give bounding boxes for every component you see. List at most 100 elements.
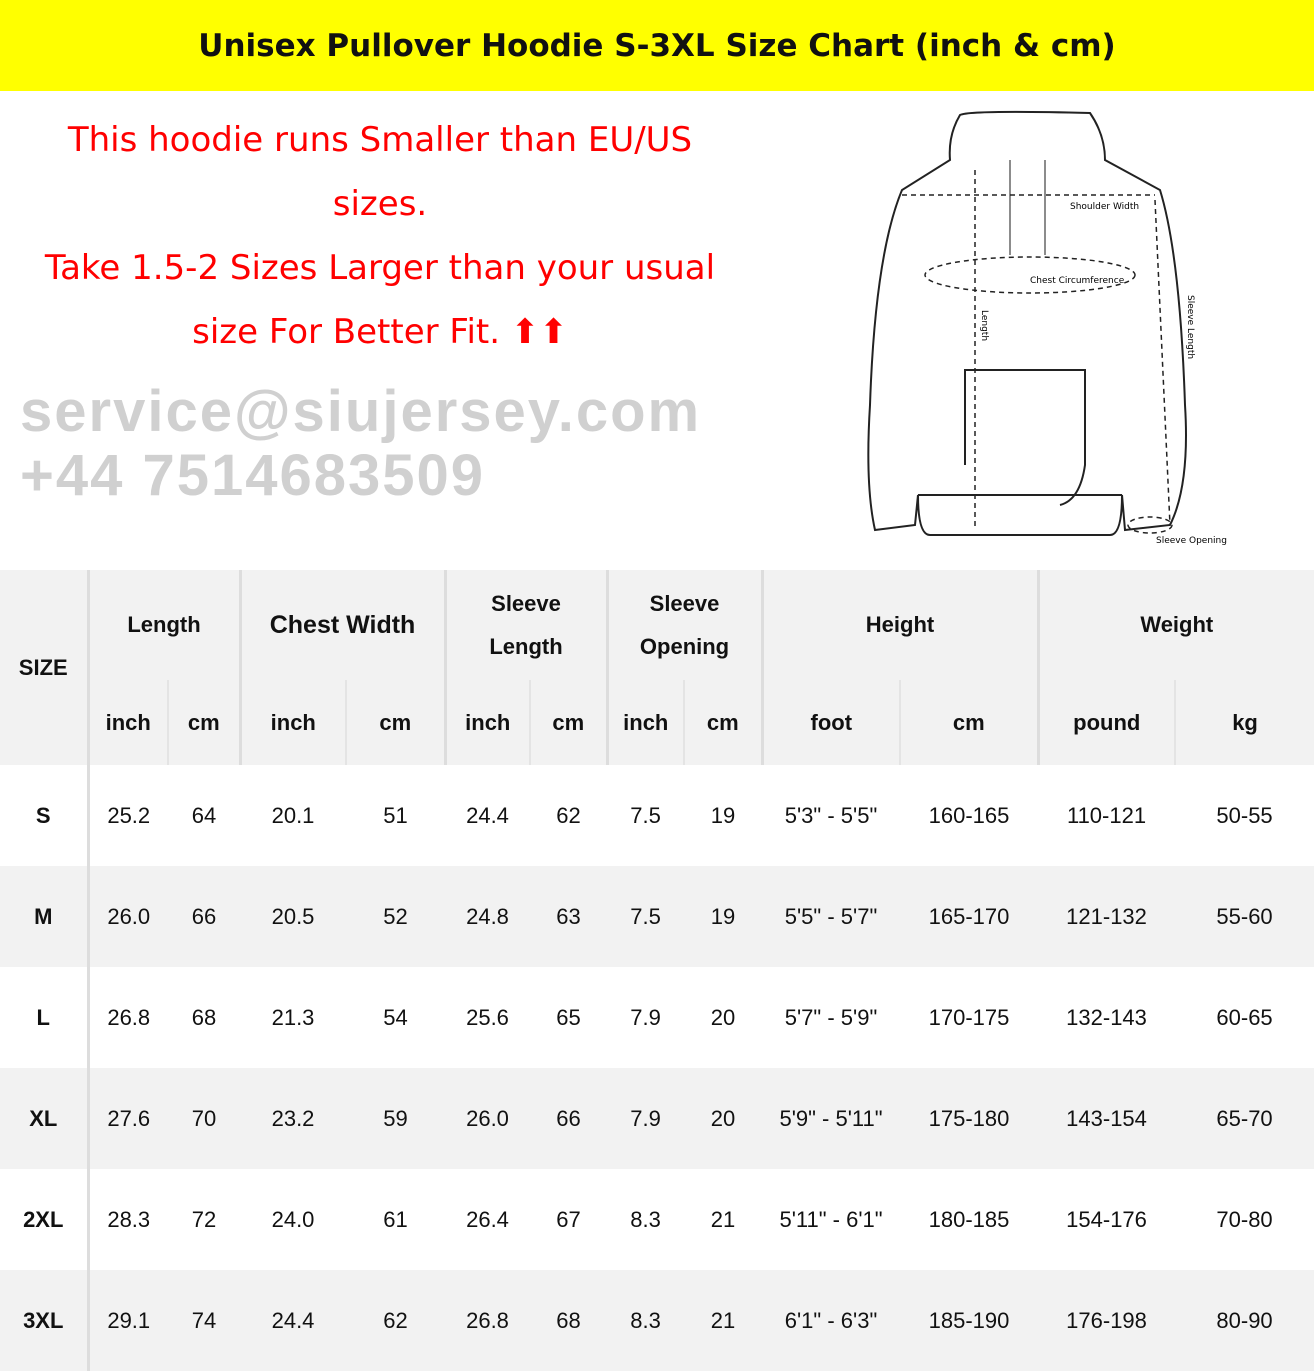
value-cell: 8.3 <box>630 1206 661 1232</box>
group-header: Length <box>86 570 241 680</box>
value-cell: 52 <box>346 866 446 967</box>
value-cell: 68 <box>530 1270 608 1371</box>
value-cell: 50-55 <box>1216 802 1273 828</box>
group-header: Weight <box>1036 570 1314 680</box>
value-cell: 51 <box>383 802 408 828</box>
value-cell: 60-65 <box>1216 1004 1273 1030</box>
unit-header: cm <box>899 680 1039 765</box>
value-cell: 24.4 <box>466 802 509 828</box>
value-cell: 180-185 <box>928 1206 1010 1232</box>
value-cell: 20.1 <box>271 802 315 828</box>
unit-header: pound <box>1036 680 1176 765</box>
value-cell: 62 <box>346 1270 446 1371</box>
value-cell: 110-121 <box>1066 802 1147 828</box>
value-cell: 7.9 <box>607 1068 685 1169</box>
value-cell: 160-165 <box>928 802 1010 828</box>
value-cell: 72 <box>191 1206 217 1232</box>
value-cell: 19 <box>710 802 736 828</box>
value-cell: 59 <box>346 1068 446 1169</box>
value-cell: 8.3 <box>607 1270 685 1371</box>
table-row: L 26.8 68 21.3 54 25.6 65 7.9 20 5'7" - 5'9" 170-1… <box>0 967 1314 1068</box>
value-cell: 55-60 <box>1175 866 1314 967</box>
value-cell: 24.0 <box>271 1206 315 1232</box>
value-cell: 25.2 <box>86 765 168 866</box>
value-cell: 175-180 <box>900 1068 1039 1169</box>
unit-header: inch <box>605 680 685 765</box>
label-length: Length <box>979 310 989 341</box>
value-cell: 66 <box>168 866 241 967</box>
size-header: SIZE <box>0 570 88 765</box>
value-cell: 64 <box>191 802 217 828</box>
value-cell: 67 <box>556 1206 581 1232</box>
value-cell: 66 <box>530 1068 608 1169</box>
value-cell: 26.8 <box>86 967 168 1068</box>
label-shoulder: Shoulder Width <box>1070 202 1139 212</box>
value-cell: 20 <box>684 1068 763 1169</box>
group-header: Height <box>760 570 1039 680</box>
value-cell: 132-143 <box>1066 1004 1147 1030</box>
value-cell: 23.2 <box>240 1068 347 1169</box>
note-line-2: Take 1.5-2 Sizes Larger than your usual … <box>44 248 716 352</box>
size-cell: 3XL <box>0 1270 88 1371</box>
unit-header: inch <box>86 680 168 765</box>
watermark: service@siujersey.com +44 7514683509 <box>20 379 702 508</box>
value-cell: 19 <box>684 866 763 967</box>
value-cell: 65 <box>556 1004 581 1030</box>
title-banner: Unisex Pullover Hoodie S-3XL Size Chart … <box>0 0 1314 91</box>
value-cell: 154-176 <box>1066 1206 1147 1232</box>
value-cell: 7.5 <box>630 802 661 828</box>
value-cell: 5'5" - 5'7" <box>762 866 901 967</box>
value-cell: 5'3" - 5'5" <box>784 802 878 828</box>
size-cell: 2XL <box>23 1206 64 1232</box>
unit-header: cm <box>529 680 608 765</box>
label-chest: Chest Circumference <box>1030 276 1125 286</box>
note-line-1: This hoodie runs Smaller than EU/US size… <box>67 120 693 224</box>
value-cell: 20.5 <box>240 866 347 967</box>
value-cell: 24.8 <box>445 866 531 967</box>
value-cell: 21 <box>684 1270 763 1371</box>
size-cell: M <box>0 866 88 967</box>
value-cell: 70 <box>168 1068 241 1169</box>
size-cell: L <box>36 1004 50 1030</box>
size-table: SIZE Length Chest Width Sleeve Length Sl… <box>0 570 1314 1371</box>
sizing-note: This hoodie runs Smaller than EU/US size… <box>0 108 760 364</box>
value-cell: 5'9" - 5'11" <box>762 1068 901 1169</box>
value-cell: 7.9 <box>630 1004 661 1030</box>
size-cell: S <box>35 802 51 828</box>
label-sleeve-length: Sleeve Length <box>1185 295 1195 359</box>
value-cell: 63 <box>530 866 608 967</box>
value-cell: 26.0 <box>86 866 168 967</box>
label-sleeve-opening: Sleeve Opening <box>1156 536 1227 545</box>
unit-header: cm <box>683 680 763 765</box>
value-cell: 27.6 <box>86 1068 168 1169</box>
value-cell: 143-154 <box>1038 1068 1176 1169</box>
value-cell: 29.1 <box>86 1270 168 1371</box>
value-cell: 21.3 <box>271 1004 315 1030</box>
value-cell: 80-90 <box>1175 1270 1314 1371</box>
hoodie-diagram: Shoulder Width Chest Circumference Lengt… <box>867 110 1227 545</box>
value-cell: 25.6 <box>466 1004 509 1030</box>
value-cell: 21 <box>710 1206 736 1232</box>
unit-header: kg <box>1174 680 1314 765</box>
table-row: S 25.2 64 20.1 51 24.4 62 7.5 19 5'3" - 5'5" 160-1… <box>0 765 1314 866</box>
page-title: Unisex Pullover Hoodie S-3XL Size Chart … <box>198 27 1116 64</box>
group-header: Sleeve Length <box>443 570 608 680</box>
unit-header: cm <box>345 680 446 765</box>
value-cell: 20 <box>710 1004 736 1030</box>
value-cell: 26.0 <box>445 1068 531 1169</box>
table-row: XL 27.6 70 23.2 59 26.0 66 7.9 20 5'9" - 5'11" 175… <box>0 1068 1314 1169</box>
unit-header: foot <box>760 680 901 765</box>
value-cell: 5'7" - 5'9" <box>784 1004 878 1030</box>
unit-header: inch <box>238 680 347 765</box>
value-cell: 185-190 <box>900 1270 1039 1371</box>
value-cell: 6'1" - 6'3" <box>762 1270 901 1371</box>
value-cell: 61 <box>383 1206 408 1232</box>
value-cell: 62 <box>556 802 581 828</box>
value-cell: 24.4 <box>240 1270 347 1371</box>
value-cell: 70-80 <box>1216 1206 1273 1232</box>
unit-header: cm <box>166 680 241 765</box>
value-cell: 165-170 <box>900 866 1039 967</box>
value-cell: 5'11" - 6'1" <box>779 1206 883 1232</box>
value-cell: 26.8 <box>445 1270 531 1371</box>
group-header: Chest Width <box>238 570 446 680</box>
